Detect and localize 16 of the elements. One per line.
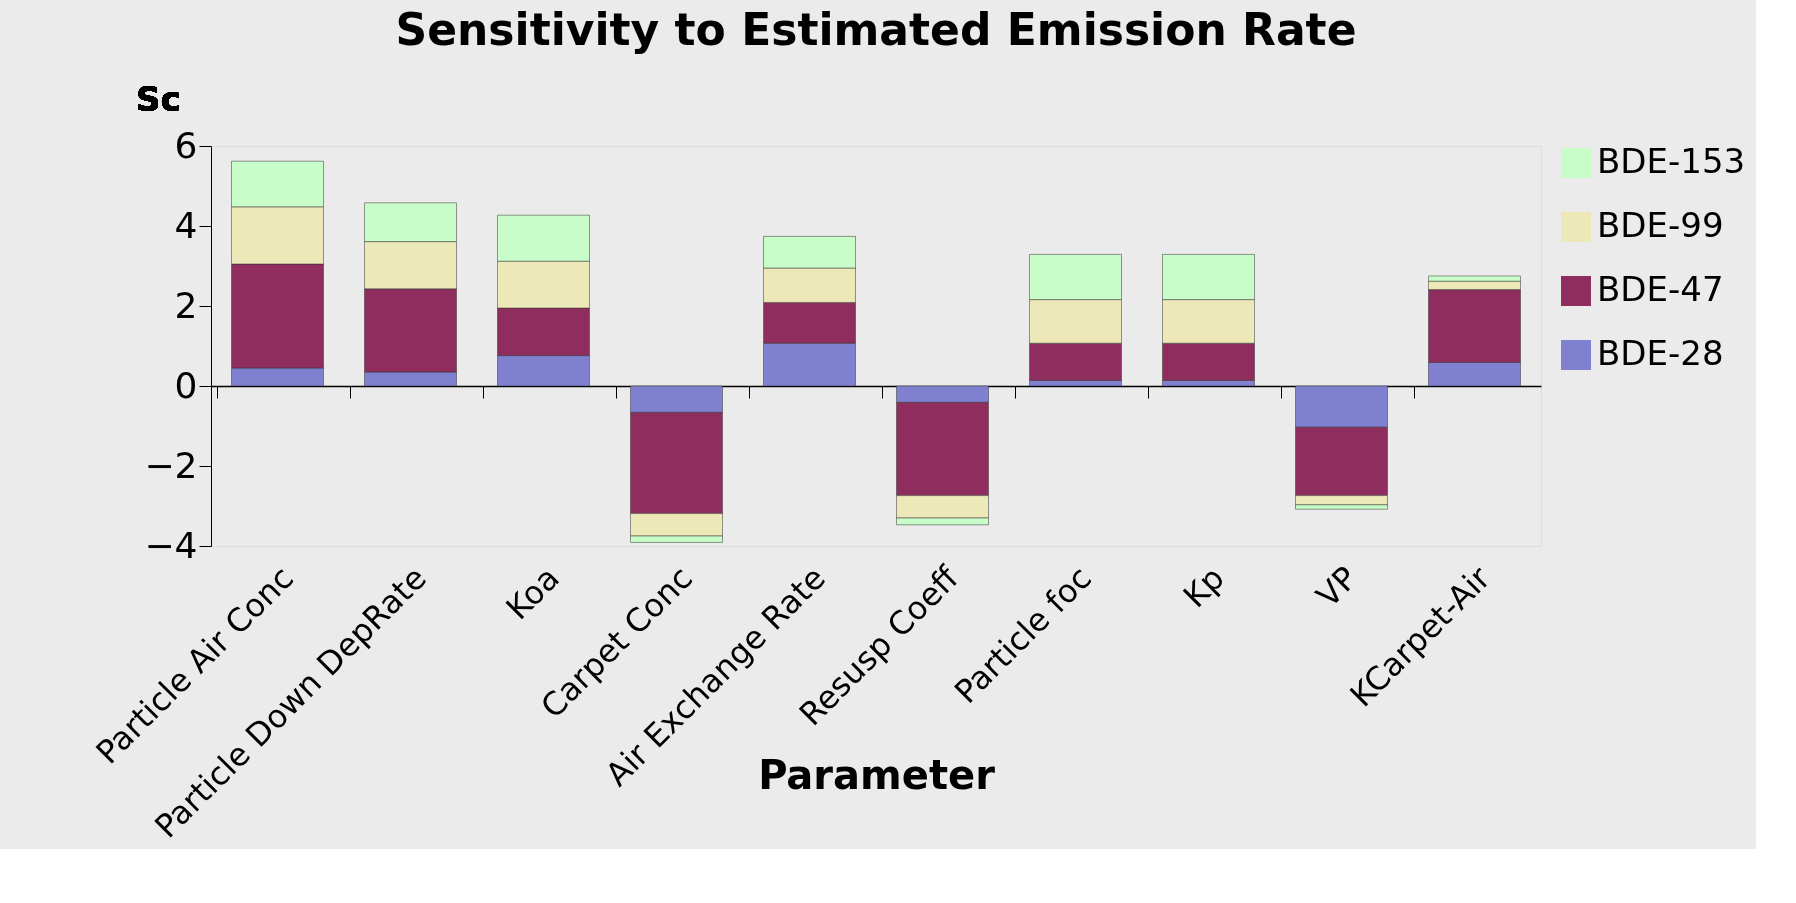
- legend-label: BDE-153: [1597, 141, 1746, 181]
- legend-label: BDE-99: [1597, 205, 1724, 245]
- legend-label: BDE-28: [1597, 333, 1724, 373]
- y-tick-label: 4: [174, 204, 198, 246]
- y-tick-label: 0: [174, 364, 198, 406]
- x-tick-label: Koa: [498, 558, 567, 628]
- y-tick-label: 6: [174, 124, 198, 166]
- legend-label: BDE-47: [1597, 269, 1724, 309]
- x-tick-label: Kp: [1175, 558, 1232, 616]
- y-tick-label: 2: [174, 284, 198, 326]
- y-tick-label: −2: [144, 444, 198, 486]
- y-axis-title: Sc: [136, 79, 181, 119]
- chart-title: Sensitivity to Estimated Emission Rate: [395, 4, 1357, 55]
- x-tick-label: VP: [1308, 558, 1365, 615]
- y-tick-label: −4: [144, 524, 198, 566]
- x-axis-title: Parameter: [758, 751, 996, 798]
